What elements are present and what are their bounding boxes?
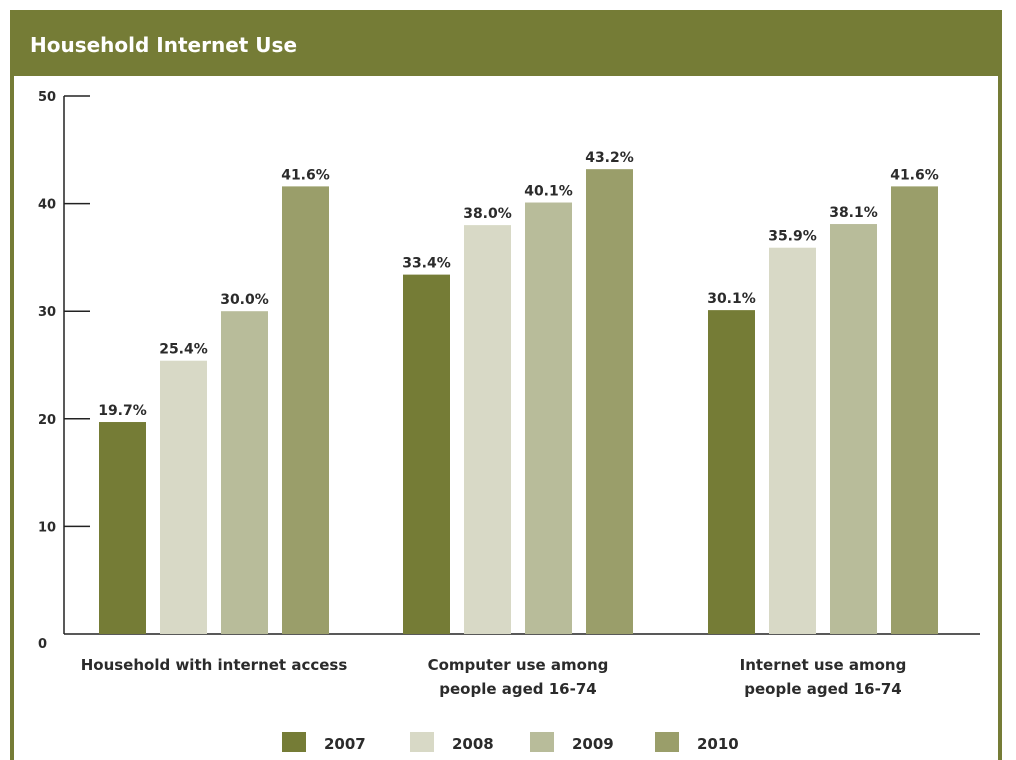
bar [708, 310, 755, 634]
bar [769, 247, 816, 634]
y-tick-label: 20 [38, 413, 56, 428]
legend-label: 2010 [697, 735, 739, 753]
data-label: 41.6% [890, 167, 939, 183]
category-label: Internet use among [740, 656, 907, 674]
bar [99, 422, 146, 634]
y-tick-label: 30 [38, 305, 56, 320]
legend-label: 2008 [452, 735, 494, 753]
y-tick-label: 40 [38, 198, 56, 213]
bar [403, 274, 450, 634]
legend-label: 2007 [324, 735, 366, 753]
y-tick-label: 10 [38, 520, 56, 535]
data-label: 41.6% [281, 167, 330, 183]
bar [160, 360, 207, 634]
data-label: 40.1% [524, 184, 573, 200]
bar [830, 224, 877, 634]
bar [586, 169, 633, 634]
bar [525, 202, 572, 635]
data-label: 38.1% [829, 205, 878, 221]
data-label: 35.9% [768, 229, 817, 245]
bar [221, 311, 268, 634]
data-label: 30.0% [220, 292, 269, 308]
data-label: 38.0% [463, 206, 512, 222]
bar [464, 225, 511, 634]
legend-swatch [410, 732, 434, 752]
data-label: 19.7% [98, 403, 147, 419]
y-tick-label: 50 [38, 90, 56, 105]
legend-swatch [530, 732, 554, 752]
chart-title: Household Internet Use [30, 33, 298, 57]
legend-swatch [655, 732, 679, 752]
data-label: 30.1% [707, 291, 756, 307]
bar [891, 186, 938, 634]
data-label: 43.2% [585, 150, 634, 166]
category-label: Household with internet access [81, 656, 348, 674]
legend-swatch [282, 732, 306, 752]
chart-frame [10, 10, 1002, 760]
data-label: 25.4% [159, 342, 208, 358]
data-label: 33.4% [402, 256, 451, 272]
legend-label: 2009 [572, 735, 614, 753]
chart-header: Household Internet Use [10, 10, 1002, 76]
bar [282, 186, 329, 634]
category-label: people aged 16-74 [744, 680, 901, 698]
category-label: people aged 16-74 [439, 680, 596, 698]
y-tick-label: 0 [38, 637, 47, 652]
category-label: Computer use among [428, 656, 609, 674]
